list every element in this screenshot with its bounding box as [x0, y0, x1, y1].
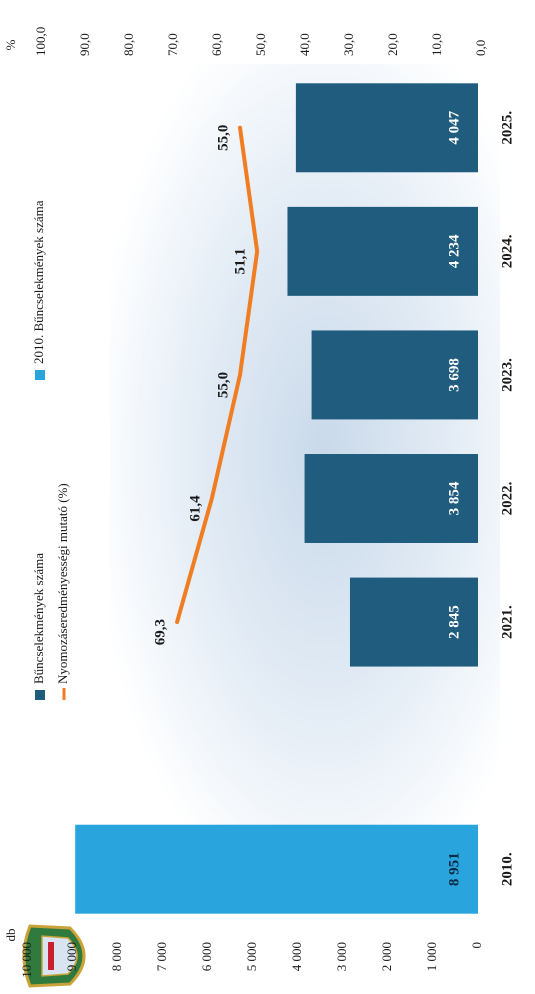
- bar-value-label: 3 698: [446, 358, 462, 392]
- line-value-label: 55,0: [215, 125, 231, 151]
- legend-label: Nyomozáseredményességi mutató (%): [55, 483, 70, 684]
- line: [175, 125, 260, 625]
- y2-tick-label: 10,0: [429, 33, 444, 56]
- legend-label: Bűncselekmények száma: [31, 553, 46, 684]
- bar: [349, 577, 478, 667]
- y2-tick-label: 20,0: [385, 33, 400, 56]
- y2-tick-label: 50,0: [253, 33, 268, 56]
- line-value-label: 69,3: [153, 619, 169, 645]
- y2-tick-label: 40,0: [297, 33, 312, 56]
- y-tick-label: 7 000: [154, 942, 169, 971]
- emblem: [22, 924, 86, 988]
- bar-value-label: 4 234: [446, 234, 462, 268]
- bar-value-label: 2 845: [446, 605, 462, 639]
- plot-background: [110, 64, 500, 844]
- y2-tick-label: 80,0: [121, 33, 136, 56]
- line-value-label: 55,0: [215, 372, 231, 398]
- x-tick-label: 2022.: [499, 481, 515, 515]
- y-axis-title: db: [3, 929, 18, 942]
- bar-value-label: 4 047: [446, 110, 462, 144]
- legend-marker: [35, 370, 45, 380]
- x-tick-label: 2010.: [499, 852, 515, 886]
- x-tick-label: 2025.: [499, 111, 515, 145]
- x-tick-label: 2023.: [499, 358, 515, 392]
- y-tick-label: 6 000: [199, 942, 214, 971]
- y2-tick-label: 0,0: [473, 40, 488, 56]
- y2-tick-label: 60,0: [209, 33, 224, 56]
- bar-value-label: 8 951: [446, 852, 462, 886]
- y-tick-label: 5 000: [244, 942, 259, 971]
- y-tick-label: 4 000: [289, 942, 304, 971]
- y-tick-label: 0: [469, 942, 484, 949]
- y2-tick-label: 70,0: [165, 33, 180, 56]
- bar: [295, 83, 479, 173]
- line-value-label: 51,1: [233, 248, 249, 274]
- x-tick-label: 2024.: [499, 234, 515, 268]
- legend-label: 2010. Bűncselekmények száma: [31, 200, 46, 364]
- x-tick-label: 2021.: [499, 605, 515, 639]
- y-tick-label: 8 000: [109, 942, 124, 971]
- bar: [304, 454, 478, 543]
- line-value-label: 61,4: [187, 495, 203, 522]
- bar: [75, 824, 479, 914]
- y2-tick-label: 100,0: [33, 27, 48, 56]
- y2-tick-label: 90,0: [77, 33, 92, 56]
- legend-marker: [35, 690, 45, 700]
- y-tick-label: 1 000: [424, 942, 439, 971]
- bar-value-label: 3 854: [446, 481, 462, 515]
- bar: [287, 206, 478, 296]
- bar: [311, 330, 478, 420]
- y2-tick-label: 30,0: [341, 33, 356, 56]
- y-tick-label: 10 000: [19, 942, 34, 978]
- y-tick-label: 2 000: [379, 942, 394, 971]
- y-tick-label: 3 000: [334, 942, 349, 971]
- y-tick-label: 9 000: [64, 942, 79, 971]
- y2-axis-title: %: [3, 39, 18, 50]
